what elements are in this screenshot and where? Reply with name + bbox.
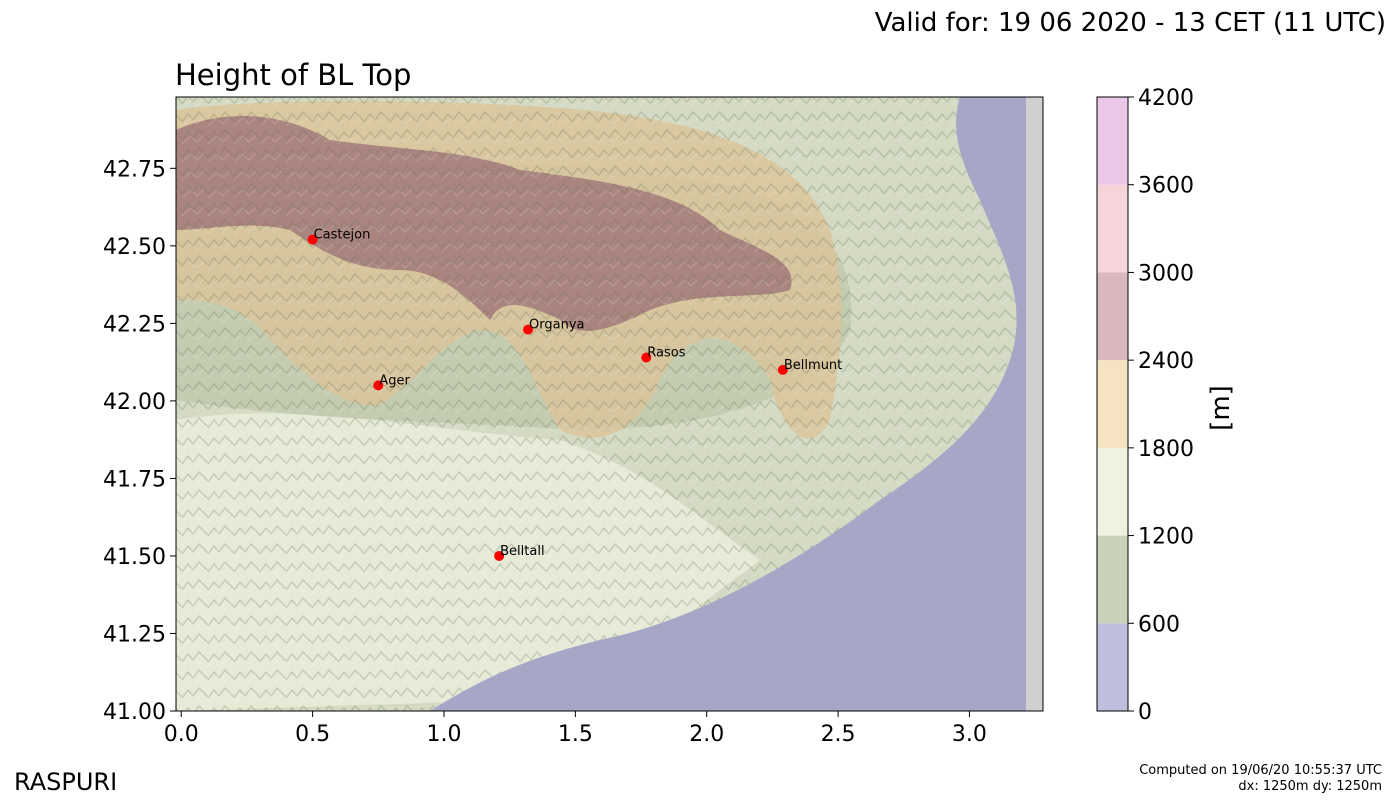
location-markers: Castejon Organya Rasos Ager Bellmunt Belltall (307, 228, 842, 561)
location-label: Rasos (647, 345, 685, 360)
location-label: Castejon (314, 228, 371, 243)
y-tick-label: 42.75 (103, 157, 166, 182)
colorbar-tick-label: 3000 (1138, 261, 1194, 286)
x-tick-label: 0.5 (295, 722, 330, 747)
x-tick-label: 2.5 (821, 722, 856, 747)
colorbar-tick-label: 2400 (1138, 349, 1194, 374)
valid-time: Valid for: 19 06 2020 - 13 CET (11 UTC) (874, 8, 1386, 38)
colorbar-segment (1097, 97, 1128, 185)
colorbar-segment (1097, 535, 1128, 624)
location-dot (523, 324, 534, 335)
y-tick-label: 41.50 (103, 545, 166, 570)
y-tick-label: 42.50 (103, 235, 166, 260)
location-label: Organya (529, 318, 584, 333)
y-axis: 41.00 41.25 41.50 41.75 42.00 42.25 42.50 42.75 (103, 157, 176, 725)
no-data-strip (1026, 97, 1043, 711)
colorbar-segment (1097, 447, 1128, 536)
y-tick-label: 41.00 (103, 700, 166, 725)
colorbar-tick-label: 600 (1138, 612, 1180, 637)
y-tick-label: 41.75 (103, 467, 166, 492)
location-dot (373, 380, 384, 391)
location-dot (777, 364, 788, 375)
computed-timestamp: Computed on 19/06/20 10:55:37 UTC (1139, 763, 1382, 778)
x-tick-label: 3.0 (952, 722, 987, 747)
colorbar-segment (1097, 623, 1128, 711)
colorbar-tick-label: 0 (1138, 700, 1152, 725)
colorbar-tick-label: 3600 (1138, 174, 1194, 199)
colorbar-tick-label: 4200 (1138, 86, 1194, 111)
location-label: Ager (379, 373, 410, 388)
colorbar-frame (1096, 96, 1129, 712)
map-title: Height of BL Top (175, 58, 412, 92)
colorbar: 0 600 1200 1800 2400 3000 3600 4200 (1096, 86, 1194, 725)
y-tick-label: 41.25 (103, 622, 166, 647)
colorbar-tick-label: 1200 (1138, 525, 1194, 550)
y-tick-label: 42.25 (103, 312, 166, 337)
colorbar-segment (1097, 360, 1128, 448)
computed-info: Computed on 19/06/20 10:55:37 UTC dx: 12… (1139, 763, 1382, 795)
x-tick-label: 2.0 (689, 722, 724, 747)
location-label: Bellmunt (784, 358, 842, 373)
location-dot (307, 234, 318, 245)
location-dot (494, 550, 505, 561)
plot-frame (175, 96, 1044, 712)
sea-area (430, 97, 1043, 711)
y-tick-label: 42.00 (103, 390, 166, 415)
x-tick-label: 0.0 (164, 722, 199, 747)
x-tick-label: 1.5 (558, 722, 593, 747)
colorbar-tick-label: 1800 (1138, 437, 1194, 462)
location-dot (641, 352, 652, 363)
location-label: Belltall (500, 544, 544, 559)
colorbar-label: [m] (1206, 385, 1236, 431)
x-tick-label: 1.0 (426, 722, 461, 747)
grid-resolution: dx: 1250m dy: 1250m (1238, 779, 1382, 794)
colorbar-segment (1097, 184, 1128, 273)
colorbar-segment (1097, 272, 1128, 361)
map-area (176, 97, 1043, 711)
brand-label: RASPURI (14, 768, 118, 796)
x-axis: 0.0 0.5 1.0 1.5 2.0 2.5 3.0 (164, 711, 987, 747)
